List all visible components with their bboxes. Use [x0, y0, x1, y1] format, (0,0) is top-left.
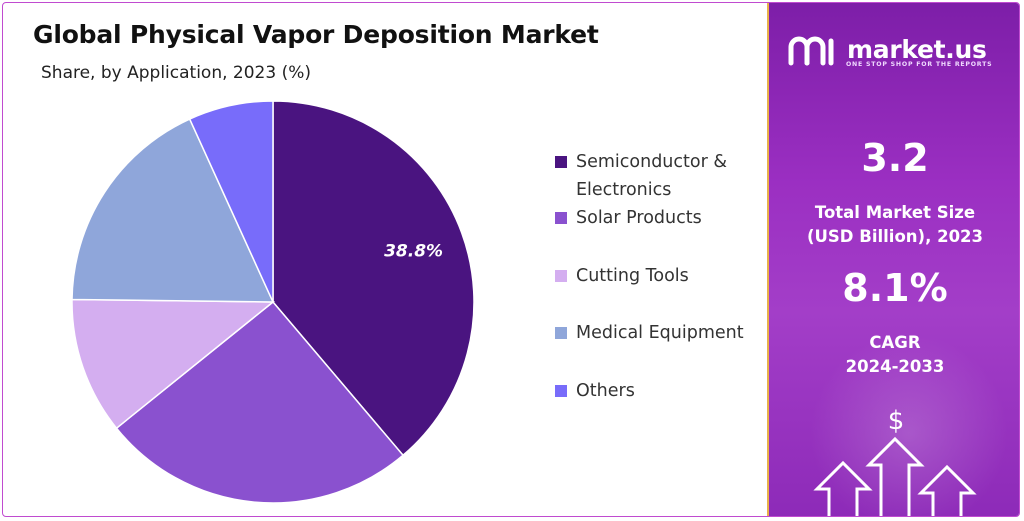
market-size-label: Total Market Size (USD Billion), 2023	[806, 203, 984, 246]
legend-swatch	[555, 156, 567, 168]
legend-swatch	[555, 270, 567, 282]
legend-item-others: Others	[555, 377, 775, 405]
cagr-value: 8.1%	[842, 266, 948, 310]
pie-slice-medical-equipment	[71, 118, 275, 303]
cagr-label: CAGR 2024-2033	[845, 333, 945, 376]
market-us-logo-icon	[788, 36, 834, 66]
pie-slice-others	[188, 100, 274, 303]
legend-label: Cutting Tools	[576, 266, 689, 286]
growth-arrows-icon: $	[813, 406, 977, 516]
legend-item-cutting-tools: Cutting Tools	[555, 262, 775, 290]
chart-title: Global Physical Vapor Deposition Market	[33, 20, 599, 49]
brand-logo: market.us ONE STOP SHOP FOR THE REPORTS	[787, 33, 1007, 73]
legend-label: Semiconductor & Electronics	[576, 152, 727, 200]
legend-swatch	[555, 212, 567, 224]
pie-slice-solar-products	[115, 300, 405, 504]
brand-name: market.us	[847, 35, 987, 64]
market-size-value: 3.2	[861, 136, 929, 180]
legend-swatch	[555, 327, 567, 339]
legend-item-medical: Medical Equipment	[555, 319, 775, 347]
pie-chart: 38.8%	[71, 100, 475, 504]
legend-item-semiconductor: Semiconductor & Electronics	[555, 148, 775, 204]
pie-slice-cutting-tools	[71, 298, 276, 430]
pie-slice-semiconductor-electronics	[272, 100, 475, 457]
legend-label: Solar Products	[576, 208, 702, 228]
summary-panel: market.us ONE STOP SHOP FOR THE REPORTS …	[767, 3, 1019, 516]
brand-tagline: ONE STOP SHOP FOR THE REPORTS	[846, 61, 993, 68]
legend-label: Medical Equipment	[576, 323, 744, 343]
dollar-symbol: $	[888, 406, 905, 436]
legend-label: Others	[576, 381, 635, 401]
legend-swatch	[555, 385, 567, 397]
legend-item-solar: Solar Products	[555, 204, 775, 232]
pie-data-label: 38.8%	[384, 241, 443, 261]
chart-subtitle: Share, by Application, 2023 (%)	[41, 63, 311, 83]
